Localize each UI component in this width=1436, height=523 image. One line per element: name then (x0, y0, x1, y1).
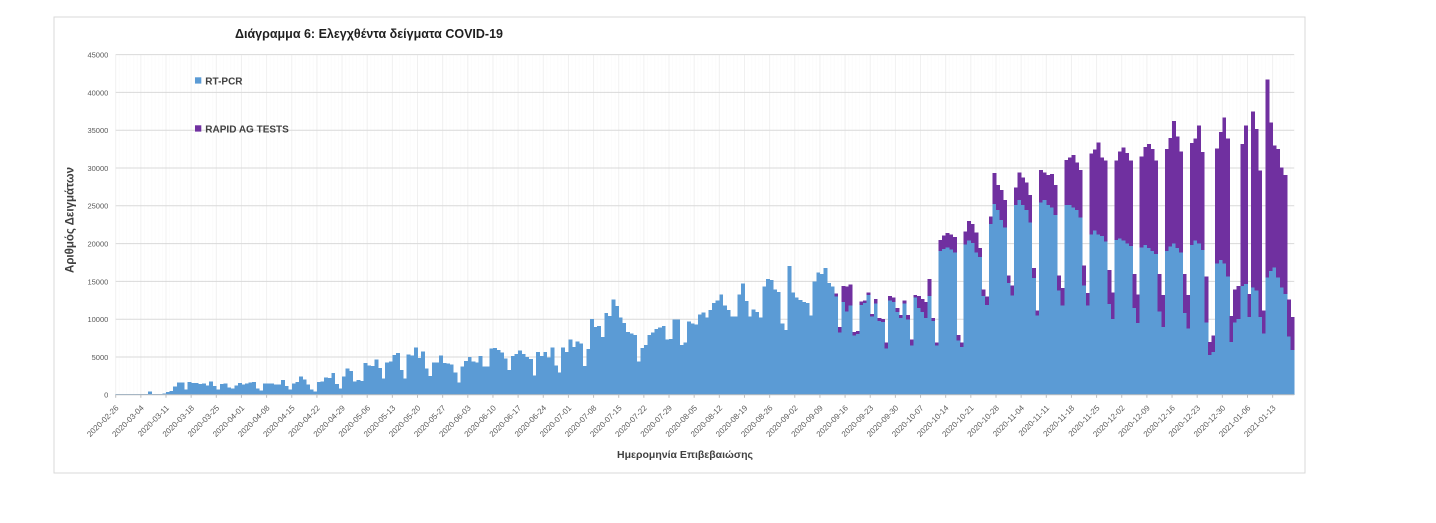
svg-text:Ημερομηνία Επιβεβαιώσης: Ημερομηνία Επιβεβαιώσης (617, 449, 753, 461)
svg-text:10000: 10000 (87, 315, 108, 324)
svg-text:Διάγραμμα 6: Ελεγχθέντα δείγμα: Διάγραμμα 6: Ελεγχθέντα δείγματα COVID-1… (235, 27, 503, 41)
svg-text:RAPID AG TESTS: RAPID AG TESTS (205, 124, 289, 135)
svg-text:15000: 15000 (87, 277, 108, 286)
svg-text:5000: 5000 (92, 353, 109, 362)
svg-text:40000: 40000 (87, 88, 108, 97)
svg-text:30000: 30000 (87, 164, 108, 173)
svg-text:25000: 25000 (87, 202, 108, 211)
svg-text:20000: 20000 (87, 240, 108, 249)
svg-text:RT-PCR: RT-PCR (205, 76, 243, 87)
svg-text:0: 0 (104, 391, 108, 400)
svg-text:Αριθμός Δειγμάτων: Αριθμός Δειγμάτων (65, 167, 77, 273)
svg-text:35000: 35000 (87, 126, 108, 135)
svg-text:45000: 45000 (87, 51, 108, 60)
